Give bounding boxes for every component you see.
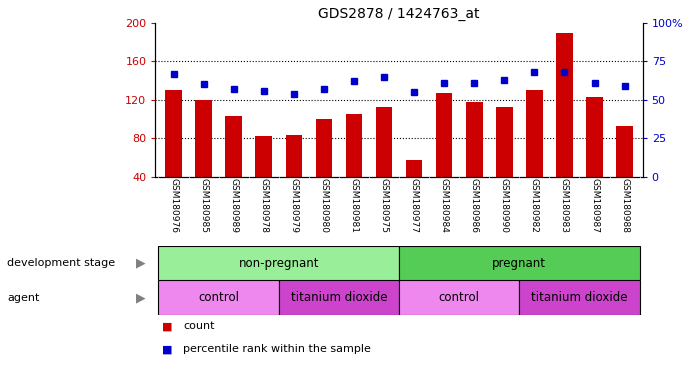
Text: GSM180986: GSM180986 (470, 178, 479, 233)
Text: GSM180980: GSM180980 (319, 178, 328, 233)
Text: GSM180985: GSM180985 (199, 178, 208, 233)
Text: titanium dioxide: titanium dioxide (531, 291, 627, 304)
Bar (466, 102, 482, 177)
Bar (399, 246, 640, 280)
Text: pregnant: pregnant (493, 257, 547, 270)
Bar (616, 126, 633, 177)
Text: GSM180978: GSM180978 (259, 178, 268, 233)
Bar (165, 90, 182, 177)
Title: GDS2878 / 1424763_at: GDS2878 / 1424763_at (319, 7, 480, 21)
Bar (376, 107, 392, 177)
Text: GSM180976: GSM180976 (169, 178, 178, 233)
Text: control: control (198, 291, 239, 304)
Bar (225, 116, 242, 177)
Bar (526, 90, 542, 177)
Text: GSM180975: GSM180975 (379, 178, 388, 233)
Bar (496, 107, 513, 177)
Text: development stage: development stage (7, 258, 115, 268)
Text: GSM180979: GSM180979 (290, 178, 299, 233)
Bar (436, 93, 453, 177)
Bar (158, 246, 399, 280)
Text: ■: ■ (162, 344, 173, 354)
Bar (285, 136, 302, 177)
Text: GSM180988: GSM180988 (620, 178, 629, 233)
Bar (399, 280, 520, 315)
Bar (346, 114, 362, 177)
Bar (278, 280, 399, 315)
Bar (158, 280, 278, 315)
Bar (256, 136, 272, 177)
Bar (406, 161, 422, 177)
Text: GSM180977: GSM180977 (410, 178, 419, 233)
Text: GSM180982: GSM180982 (530, 178, 539, 233)
Bar (556, 33, 573, 177)
Bar (196, 100, 212, 177)
Text: percentile rank within the sample: percentile rank within the sample (183, 344, 371, 354)
Text: GSM180989: GSM180989 (229, 178, 238, 233)
Text: count: count (183, 321, 215, 331)
Bar (316, 119, 332, 177)
Text: ▶: ▶ (135, 257, 145, 270)
Text: GSM180981: GSM180981 (350, 178, 359, 233)
Text: non-pregnant: non-pregnant (238, 257, 319, 270)
Text: GSM180984: GSM180984 (439, 178, 448, 233)
Text: control: control (439, 291, 480, 304)
Bar (520, 280, 640, 315)
Text: GSM180990: GSM180990 (500, 178, 509, 233)
Text: GSM180983: GSM180983 (560, 178, 569, 233)
Text: titanium dioxide: titanium dioxide (291, 291, 387, 304)
Text: ■: ■ (162, 321, 173, 331)
Text: GSM180987: GSM180987 (590, 178, 599, 233)
Text: agent: agent (7, 293, 39, 303)
Bar (586, 97, 603, 177)
Text: ▶: ▶ (135, 291, 145, 304)
